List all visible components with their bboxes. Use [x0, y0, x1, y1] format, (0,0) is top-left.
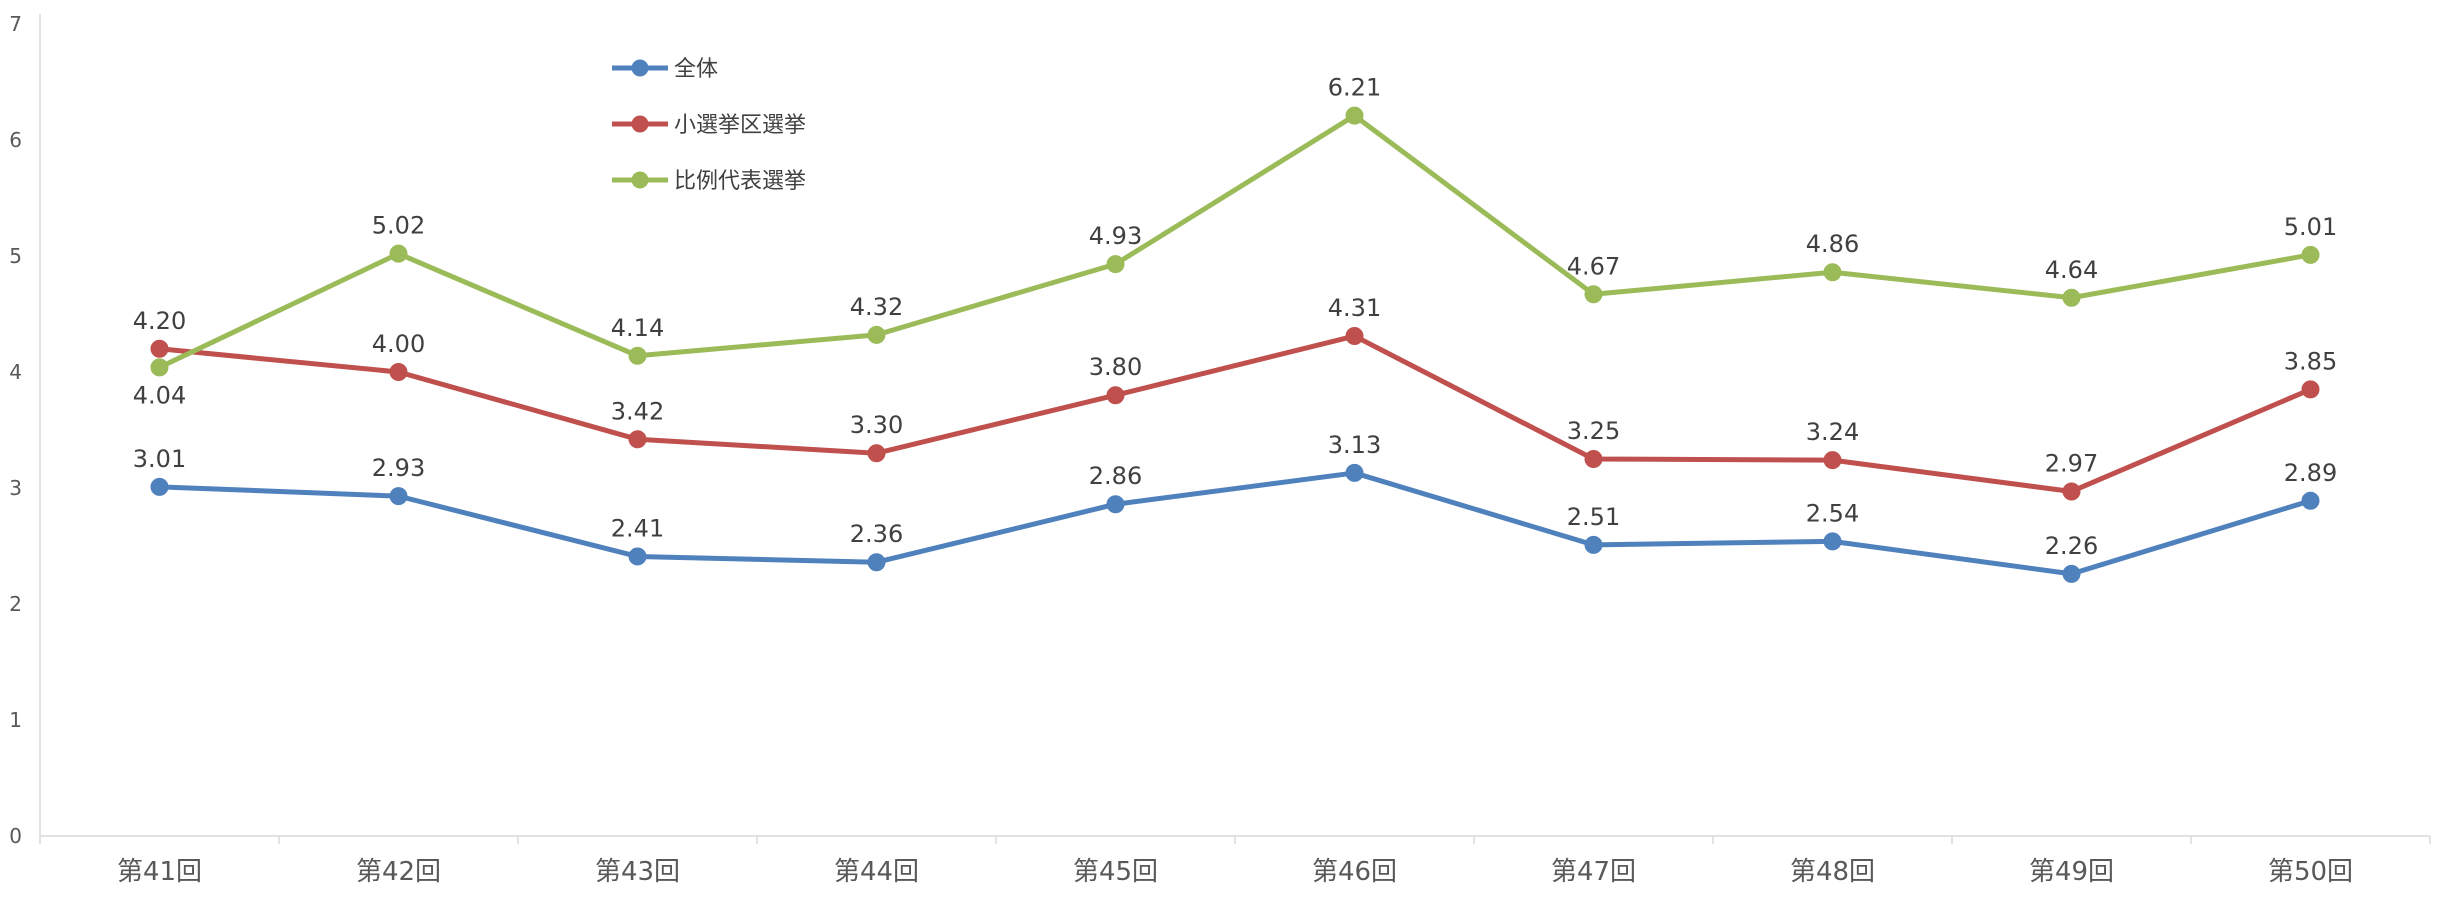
data-point [1584, 535, 1603, 554]
data-labels: 3.01 2.93 2.41 2.36 2.86 3.13 2.51 2.54 2.26 2.89… [133, 74, 2337, 560]
data-point [2301, 245, 2320, 264]
x-tick-label: 第49回 [2029, 857, 2114, 887]
legend-marker [631, 59, 649, 77]
data-point [628, 547, 647, 566]
data-point [1823, 532, 1842, 551]
x-tick-label: 第43回 [595, 857, 680, 887]
x-tick-label: 第45回 [1073, 857, 1158, 887]
data-point [2062, 564, 2081, 583]
data-point [1823, 263, 1842, 282]
data-label: 3.85 [2284, 347, 2337, 375]
data-label: 2.41 [611, 514, 664, 542]
y-tick-label: 1 [9, 708, 22, 732]
data-point [1584, 285, 1603, 304]
legend-label: 小選挙区選挙 [674, 113, 806, 138]
data-point [150, 339, 169, 358]
series-line-2 [159, 333, 2312, 494]
data-label: 4.32 [850, 293, 903, 321]
legend-label: 全体 [674, 57, 718, 82]
data-point [150, 358, 169, 377]
data-label: 4.14 [611, 314, 664, 342]
data-point [150, 477, 169, 496]
data-label: 4.67 [1567, 252, 1620, 280]
data-point [1345, 463, 1364, 482]
data-label: 2.89 [2284, 459, 2337, 487]
y-tick-label: 2 [9, 592, 22, 616]
data-label: 4.04 [133, 381, 186, 409]
data-point [1823, 451, 1842, 470]
data-label: 3.13 [1328, 431, 1381, 459]
data-label: 5.02 [372, 212, 425, 240]
series-group [150, 106, 2320, 583]
data-label: 5.01 [2284, 213, 2337, 241]
data-point [2062, 288, 2081, 307]
data-label: 4.20 [133, 307, 186, 335]
x-tick-label: 第44回 [834, 857, 919, 887]
data-label: 2.86 [1089, 462, 1142, 490]
data-label: 3.30 [850, 411, 903, 439]
data-point [867, 444, 886, 463]
x-tick-label: 第47回 [1551, 857, 1636, 887]
data-point [1106, 255, 1125, 274]
data-point [628, 346, 647, 365]
data-label: 2.93 [372, 454, 425, 482]
series-line-3 [158, 113, 2311, 370]
y-tick-label: 0 [9, 824, 22, 848]
data-point [1106, 386, 1125, 405]
x-tick-label: 第46回 [1312, 857, 1397, 887]
data-label: 4.93 [1089, 222, 1142, 250]
data-label: 3.80 [1089, 353, 1142, 381]
data-label: 6.21 [1328, 74, 1381, 102]
data-point [1345, 327, 1364, 346]
data-point [1345, 106, 1364, 125]
data-label: 3.25 [1567, 417, 1620, 445]
data-point [389, 244, 408, 263]
data-label: 2.51 [1567, 503, 1620, 531]
axes: 0 1 2 3 4 5 6 7 第41回 第42回 第43回 第44回 第45回 第46回 第47回 第48回… [9, 12, 2431, 887]
data-point [867, 325, 886, 344]
data-label: 2.97 [2045, 449, 2098, 477]
data-label: 4.00 [372, 330, 425, 358]
x-tick-label: 第41回 [117, 857, 202, 887]
data-label: 3.24 [1806, 418, 1859, 446]
data-point [867, 553, 886, 572]
data-label: 3.42 [611, 397, 664, 425]
legend-marker [631, 171, 649, 189]
legend-label: 比例代表選挙 [674, 169, 806, 194]
data-label: 4.86 [1806, 230, 1859, 258]
data-point [389, 487, 408, 506]
x-tick-label: 第48回 [1790, 857, 1875, 887]
data-point [1584, 450, 1603, 468]
y-tick-label: 4 [9, 360, 22, 384]
series-line-1 [159, 470, 2312, 577]
data-point [2301, 491, 2320, 510]
x-tick-label: 第42回 [356, 857, 441, 887]
data-point [1106, 495, 1125, 514]
legend-marker [631, 115, 649, 133]
data-label: 4.64 [2045, 256, 2098, 284]
data-point [628, 430, 647, 449]
data-label: 2.54 [1806, 499, 1859, 527]
data-point [389, 363, 408, 381]
data-label: 2.36 [850, 520, 903, 548]
data-point [2062, 482, 2081, 501]
y-tick-label: 5 [9, 244, 22, 268]
x-tick-label: 第50回 [2268, 857, 2353, 887]
data-point [2301, 380, 2320, 399]
y-tick-label: 7 [9, 12, 22, 36]
data-label: 2.26 [2045, 532, 2098, 560]
y-tick-label: 6 [9, 128, 22, 152]
data-label: 3.01 [133, 445, 186, 473]
data-label: 4.31 [1328, 294, 1381, 322]
y-tick-label: 3 [9, 476, 22, 500]
